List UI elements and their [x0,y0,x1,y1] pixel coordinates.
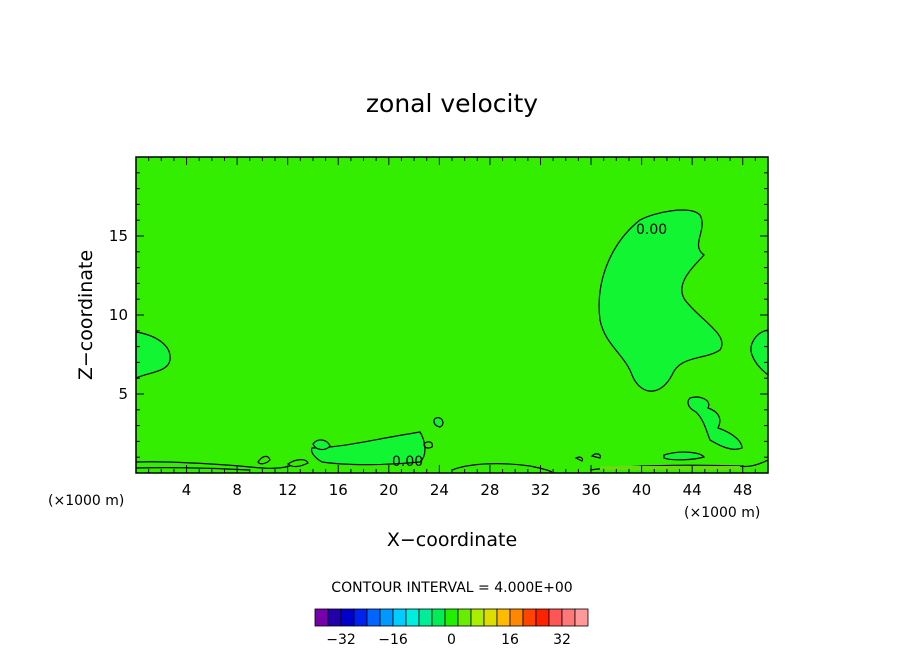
contour-label-lower: 0.00 [392,454,423,470]
colorbar-swatch [561,608,576,627]
contour-region-right-upper [598,209,723,392]
y-axis-label: Z−coordinate [75,250,97,380]
x-tick-label: 48 [733,481,752,499]
colorbar-swatch [405,608,420,627]
colorbar-swatch [314,608,329,627]
x-axis-label: X−coordinate [387,529,517,551]
x-tick-label: 8 [232,481,242,499]
colorbar-tick-label: −16 [378,632,408,648]
x-tick-label: 28 [480,481,499,499]
contour-region-right-edge [750,329,769,377]
colorbar-swatch [509,608,524,627]
colorbar-swatch [431,608,446,627]
x-tick-label: 16 [329,481,348,499]
colorbar-swatch [353,608,368,627]
colorbar [314,608,589,627]
y-axis-ticks: 5 10 15 [109,172,768,458]
x-unit-right: (×1000 m) [684,505,760,521]
colorbar-swatch [340,608,355,627]
colorbar-swatch [418,608,433,627]
chart-title: zonal velocity [366,89,538,118]
contour-region-blob-24 [433,417,444,428]
bottom-stripe [600,466,740,470]
x-axis-ticks: 4 8 12 16 20 24 28 32 36 40 44 48 [148,157,756,499]
colorbar-swatch [392,608,407,627]
colorbar-swatch [444,608,459,627]
colorbar-swatch [548,608,563,627]
contour-regions [135,209,769,466]
colorbar-tick-label: 0 [447,632,456,648]
x-tick-label: 44 [683,481,702,499]
contour-region-blob-14 [312,439,331,451]
colorbar-swatch [379,608,394,627]
colorbar-swatch [327,608,342,627]
colorbar-tick-label: 32 [553,632,571,648]
contour-region-bottom-center [310,431,426,466]
colorbar-tick-label: 16 [501,632,519,648]
x-tick-label: 40 [632,481,651,499]
colorbar-labels: −32 −16 0 16 32 [326,632,571,648]
x-tick-label: 36 [581,481,600,499]
x-tick-label: 20 [379,481,398,499]
colorbar-swatch [574,608,589,627]
contour-region-bottom-right [663,451,706,461]
contour-region-left [135,331,171,379]
colorbar-swatch [457,608,472,627]
colorbar-swatch [522,608,537,627]
colorbar-swatch [483,608,498,627]
x-tick-label: 24 [430,481,449,499]
contour-label-upper: 0.00 [636,222,667,238]
x-tick-label: 12 [278,481,297,499]
y-tick-label: 5 [118,385,128,403]
colorbar-tick-label: −32 [326,632,356,648]
y-tick-label: 15 [109,227,128,245]
colorbar-swatch [366,608,381,627]
x-tick-label: 32 [531,481,550,499]
colorbar-swatch [535,608,550,627]
x-unit-left: (×1000 m) [48,493,124,509]
contour-interval: CONTOUR INTERVAL = 4.000E+00 [331,580,572,596]
colorbar-swatch [470,608,485,627]
contour-region-right-lower [687,396,743,450]
colorbar-swatch [496,608,511,627]
y-tick-label: 10 [109,306,128,324]
x-tick-label: 4 [182,481,192,499]
